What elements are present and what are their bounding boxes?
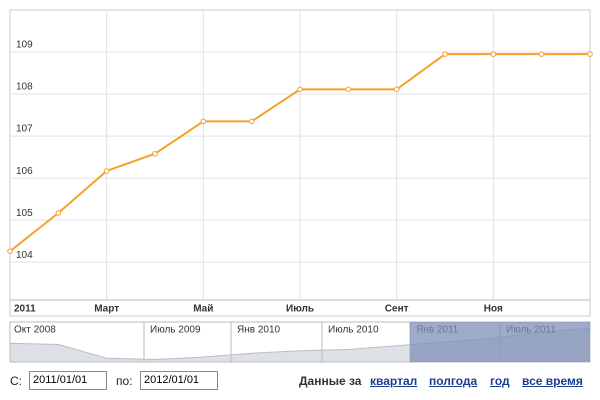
data-point [200, 118, 207, 125]
navigator-label: Янв 2010 [237, 325, 281, 336]
data-point [7, 248, 13, 255]
y-tick-label: 108 [16, 82, 33, 93]
y-tick-label: 109 [16, 40, 33, 51]
data-point [587, 51, 593, 57]
x-tick-label: Ноя [484, 304, 503, 315]
y-tick-label: 106 [16, 166, 33, 177]
data-point [103, 168, 110, 174]
period-link[interactable]: полгода [429, 374, 478, 388]
data-point [538, 51, 545, 57]
period-link[interactable]: год [490, 374, 510, 388]
x-tick-label: Июль [286, 304, 314, 315]
x-tick-label: Май [193, 304, 213, 315]
y-tick-label: 105 [16, 208, 33, 219]
navigator-label: Окт 2008 [14, 325, 56, 336]
from-label: С: [10, 374, 22, 388]
x-tick-label: Сент [385, 304, 409, 315]
y-tick-label: 107 [16, 124, 33, 135]
period-link[interactable]: квартал [370, 374, 418, 388]
navigator-selection[interactable] [410, 322, 590, 362]
to-input[interactable]: 2012/01/01 [140, 371, 218, 390]
data-point [345, 86, 352, 93]
data-point [393, 86, 400, 93]
from-input[interactable]: 2011/01/01 [29, 371, 107, 390]
x-tick-label: Март [94, 304, 119, 315]
navigator-label: Июль 2010 [328, 325, 379, 336]
data-point [490, 51, 497, 57]
navigator-label: Июль 2009 [150, 325, 201, 336]
data-point [297, 86, 303, 93]
data-point [248, 118, 255, 125]
period-link[interactable]: все время [522, 374, 583, 388]
data-point [152, 150, 158, 157]
to-label: по: [116, 374, 133, 388]
data-point [442, 51, 448, 57]
y-tick-label: 104 [16, 250, 33, 261]
data-point [55, 210, 62, 216]
period-label: Данные за [299, 374, 362, 388]
x-tick-label: 2011 [14, 304, 36, 315]
